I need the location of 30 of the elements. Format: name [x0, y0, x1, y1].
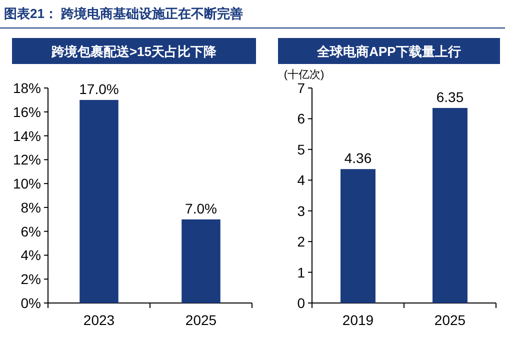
y-tick-label: 0	[297, 295, 306, 311]
y-tick-label: 4	[297, 172, 306, 188]
y-tick-label: 8%	[20, 199, 41, 216]
y-tick-label: 14%	[12, 128, 41, 144]
y-tick-label: 5	[297, 141, 306, 158]
data-label: 6.35	[436, 88, 464, 105]
data-label: 17.0%	[79, 80, 119, 97]
y-tick-label: 3	[297, 202, 306, 219]
y-tick-label: 0%	[20, 295, 41, 311]
y-tick-label: 6	[297, 110, 306, 127]
x-tick-label: 2025	[185, 312, 217, 328]
x-tick-label: 2025	[434, 312, 466, 328]
y-tick-label: 2%	[20, 271, 41, 288]
x-tick-label: 2023	[83, 312, 115, 328]
y-tick-label: 12%	[12, 152, 41, 168]
chart-title: 跨境包裹配送>15天占比下降	[50, 44, 218, 59]
text: 图表21： 跨境电商基础设施正在不断完善	[4, 6, 244, 21]
y-tick-label: 7	[297, 80, 306, 96]
y-tick-label: 10%	[12, 176, 41, 192]
y-tick-label: 6%	[20, 223, 41, 240]
y-tick-label: 18%	[12, 80, 41, 96]
y-tick-label: 1	[297, 264, 306, 280]
y-tick-label: 16%	[12, 104, 41, 120]
y-tick-label: 2	[297, 234, 306, 250]
y-tick-label: 4%	[20, 247, 41, 264]
chart-title: 全球电商APP下载量上行	[316, 44, 461, 59]
x-tick-label: 2019	[342, 312, 374, 328]
data-label: 7.0%	[185, 200, 217, 216]
y-axis-title: (十亿次)	[284, 68, 324, 81]
data-label: 4.36	[344, 150, 372, 166]
